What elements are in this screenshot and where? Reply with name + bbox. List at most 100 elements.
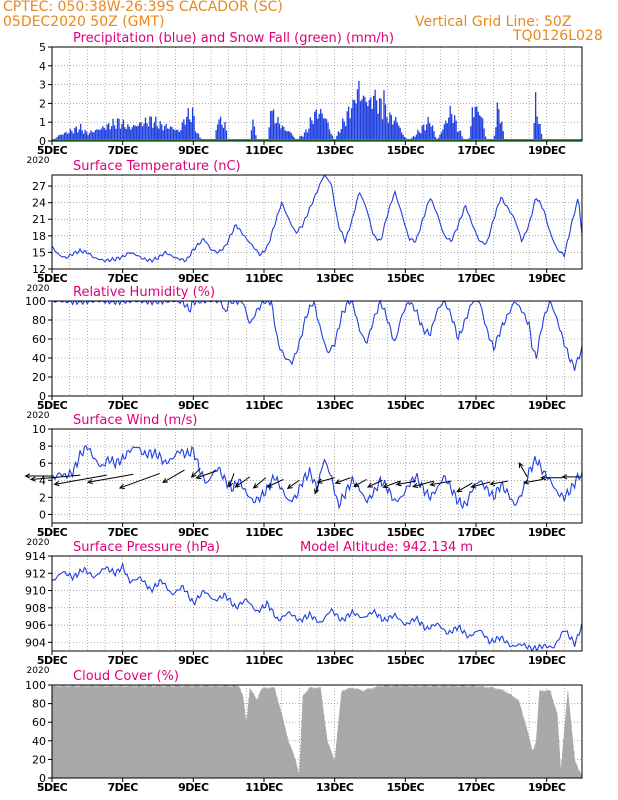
cloud-bar — [263, 686, 265, 778]
cloud-bar — [463, 685, 465, 778]
cloud-bar — [327, 742, 329, 778]
cloud-bar — [296, 766, 298, 778]
cloud-bar — [554, 706, 556, 778]
cloud-bar — [382, 686, 384, 778]
cloud-bar — [114, 687, 116, 778]
cloud-bar — [221, 687, 222, 778]
cloud-bar — [546, 690, 548, 778]
cloud-bar — [115, 686, 117, 778]
cloud-bar — [84, 686, 86, 778]
cloud-bar — [209, 687, 211, 778]
y-tick-label: 2 — [39, 491, 46, 504]
cloud-bar — [558, 740, 560, 778]
precip-bar — [483, 128, 485, 141]
cloud-bar — [498, 689, 499, 778]
cloud-bar — [148, 685, 149, 778]
cloud-bar — [266, 689, 267, 778]
cloud-bar — [546, 690, 548, 778]
cloud-bar — [494, 688, 495, 778]
precip-bar — [371, 108, 373, 141]
cloud-bar — [346, 689, 347, 778]
cloud-bar — [489, 687, 491, 778]
cloud-bar — [558, 735, 559, 778]
cloud-bar — [404, 685, 405, 778]
cloud-bar — [274, 688, 275, 778]
cloud-bar — [290, 746, 292, 778]
y-tick-label: 910 — [25, 585, 46, 598]
cloud-bar — [52, 685, 54, 778]
cloud-bar — [55, 686, 57, 778]
cloud-bar — [100, 686, 101, 778]
cloud-bar — [268, 689, 270, 778]
cloud-bar — [126, 687, 128, 778]
cloud-bar — [579, 770, 580, 778]
cloud-bar — [311, 688, 313, 778]
precip-bar — [78, 129, 80, 141]
wind-arrowhead — [489, 480, 496, 487]
precip-bar — [331, 135, 334, 141]
precip-bar — [470, 126, 472, 141]
cloud-bar — [384, 686, 385, 778]
cloud-bar — [378, 686, 380, 778]
cloud-bar — [86, 687, 88, 778]
cloud-bar — [378, 686, 379, 778]
cloud-bar — [99, 686, 100, 778]
cloud-bar — [342, 691, 344, 778]
cloud-bar — [156, 686, 158, 778]
cloud-bar — [217, 685, 218, 778]
cloud-bar — [67, 687, 69, 778]
precip-bar — [308, 128, 310, 141]
cloud-bar — [245, 715, 246, 778]
cloud-bar — [551, 695, 552, 778]
cloud-bar — [139, 685, 140, 778]
x-tick-label: 11DEC — [245, 144, 283, 157]
cloud-bar — [499, 689, 500, 778]
cloud-bar — [156, 685, 158, 778]
precip-bar — [162, 130, 164, 141]
cloud-bar — [225, 685, 227, 778]
y-tick-label: 100 — [25, 295, 46, 308]
precip-bar — [303, 132, 306, 141]
cloud-bar — [460, 685, 461, 778]
wind-vector — [430, 480, 452, 486]
precip-bar — [493, 135, 496, 141]
cloud-bar — [403, 686, 405, 778]
precip-bar — [178, 131, 181, 141]
cloud-bar — [497, 688, 499, 778]
cloud-bar — [153, 687, 155, 778]
cloud-bar — [416, 686, 418, 778]
precip-bar — [325, 119, 328, 141]
cloud-bar — [384, 686, 386, 778]
cloud-bar — [241, 694, 243, 778]
cloud-bar — [351, 689, 353, 778]
cloud-bar — [422, 686, 424, 778]
precip-bar — [403, 136, 406, 141]
x-tick-label: 7DEC — [107, 399, 138, 412]
cloud-bar — [575, 762, 576, 778]
cloud-bar — [140, 685, 141, 778]
cloud-bar — [467, 686, 468, 778]
cloud-bar — [193, 686, 195, 778]
cloud-bar — [458, 686, 460, 778]
precip-bar — [423, 124, 425, 141]
cloud-bar — [334, 758, 336, 778]
cloud-bar — [372, 688, 374, 778]
cloud-bar — [136, 686, 138, 778]
cloud-bar — [100, 685, 102, 778]
cloud-bar — [531, 748, 533, 778]
precip-bar — [65, 131, 67, 141]
cloud-bar — [62, 685, 64, 778]
cloud-bar — [122, 685, 124, 778]
cloud-bar — [57, 686, 59, 778]
cloud-bar — [59, 685, 60, 778]
wind-arrowhead — [561, 474, 568, 480]
precip-bar — [340, 129, 342, 141]
cloud-bar — [246, 717, 248, 778]
cloud-bar — [127, 685, 128, 778]
cloud-bar — [322, 705, 324, 778]
cloud-bar — [572, 738, 573, 778]
cloud-bar — [306, 691, 308, 778]
cloud-bar — [188, 685, 190, 778]
cloud-bar — [522, 715, 524, 778]
precip-bar — [168, 128, 170, 141]
